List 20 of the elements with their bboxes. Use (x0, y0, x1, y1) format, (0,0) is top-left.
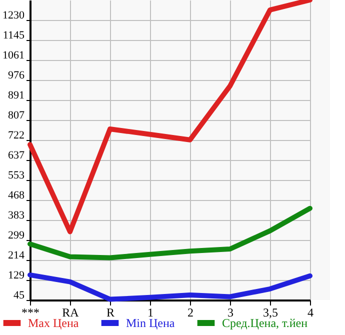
x-tick-label: 4 (308, 306, 314, 320)
x-tick-label: 2 (188, 306, 194, 320)
y-tick-label: 45 (14, 290, 25, 302)
y-tick-label: 468 (8, 190, 25, 202)
y-tick-label: 722 (8, 130, 24, 142)
y-tick-label: 807 (8, 110, 25, 122)
y-tick-label: 383 (8, 210, 25, 222)
x-tick-label: 3 (228, 306, 234, 320)
y-tick-label: 1230 (2, 10, 25, 22)
y-tick-label: 1061 (2, 50, 24, 62)
y-tick-label: 553 (8, 170, 25, 182)
y-tick-label: 976 (8, 70, 25, 82)
y-tick-label: 637 (8, 150, 25, 162)
x-tick-label: 3,5 (263, 306, 278, 320)
y-tick-label: 299 (8, 230, 25, 242)
x-tick-label: R (106, 306, 115, 320)
y-tick-label: 214 (8, 250, 25, 262)
y-tick-label: 1145 (2, 30, 25, 42)
y-tick-label: 891 (8, 90, 24, 102)
y-tick-label: 129 (8, 270, 25, 282)
